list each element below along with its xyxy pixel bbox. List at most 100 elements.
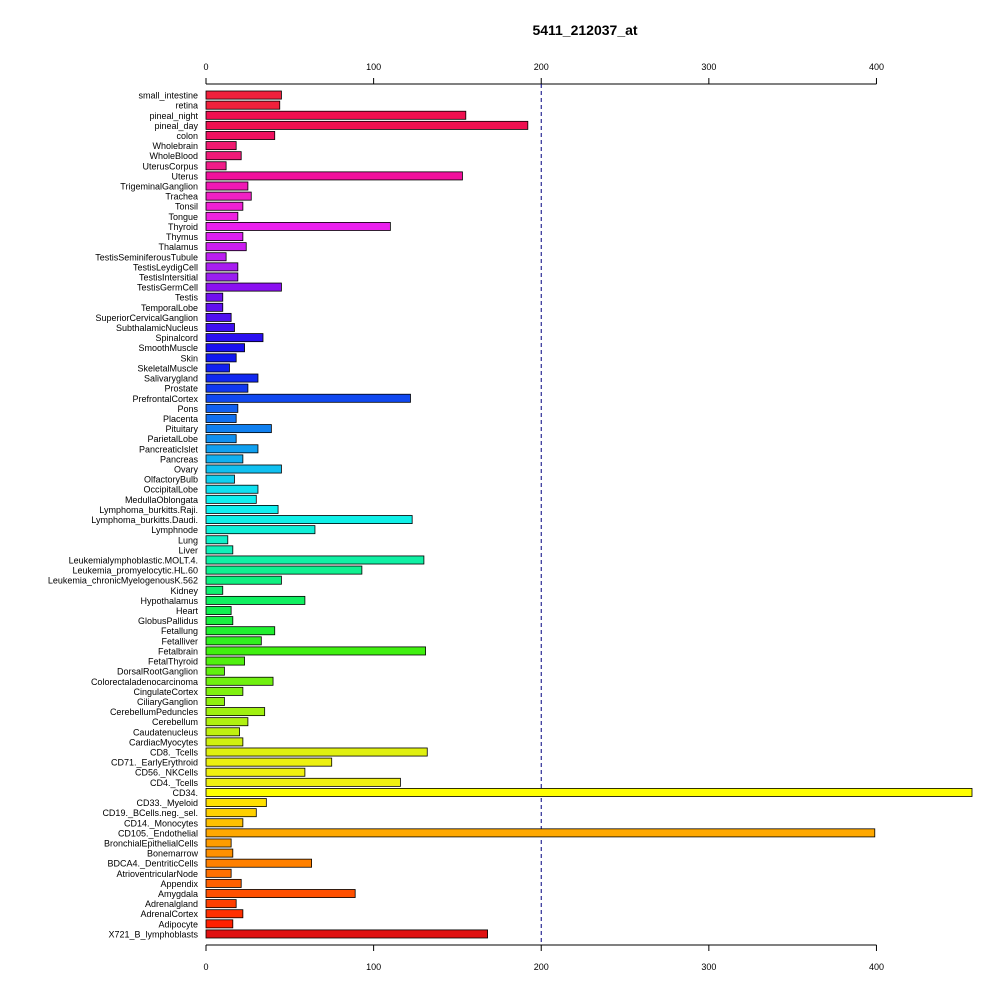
category-label: Lymphoma_burkitts.Raji. — [99, 505, 198, 515]
category-label: Tonsil — [175, 202, 198, 212]
category-label: Lymphnode — [151, 525, 198, 535]
category-label: TestisIntersitial — [139, 272, 198, 282]
bar — [205, 424, 272, 434]
category-label: CingulateCortex — [133, 687, 198, 697]
bar — [205, 110, 467, 120]
bar — [205, 191, 252, 201]
category-label: WholeBlood — [149, 151, 198, 161]
category-label: Leukemia_promyelocytic.HL.60 — [72, 566, 198, 576]
category-label: CD33._Myeloid — [136, 798, 198, 808]
bar — [205, 575, 282, 585]
bar — [205, 929, 488, 939]
category-label: TrigeminalGanglion — [120, 182, 198, 192]
bar — [205, 494, 257, 504]
category-label: CardiacMyocytes — [129, 737, 199, 747]
bar — [205, 343, 245, 353]
category-label: CiliaryGanglion — [137, 697, 198, 707]
bar — [205, 222, 391, 231]
bar — [205, 676, 274, 686]
bar — [205, 151, 242, 161]
bar — [205, 707, 266, 717]
bottom-tick-label: 200 — [534, 962, 549, 972]
category-label: Fetalliver — [161, 636, 198, 646]
bar — [205, 757, 333, 767]
category-label: CD4._Tcells — [150, 778, 199, 788]
bar — [205, 747, 428, 757]
bar — [205, 434, 237, 444]
category-label: Spinalcord — [155, 333, 198, 343]
category-label: Appendix — [160, 879, 198, 889]
category-label: CD56._NKCells — [135, 768, 199, 778]
bottom-tick-label: 100 — [366, 962, 381, 972]
bar — [205, 181, 249, 191]
bar — [205, 545, 234, 555]
category-label: SubthalamicNucleus — [116, 323, 199, 333]
category-label: Prostate — [164, 384, 198, 394]
category-label: OccipitalLobe — [143, 485, 198, 495]
bar — [205, 161, 227, 171]
bar — [205, 919, 234, 929]
category-label: PancreaticIslet — [139, 444, 199, 454]
bar — [205, 697, 225, 706]
category-label: Adrenalgland — [145, 899, 198, 909]
bar — [205, 535, 229, 545]
bar — [205, 272, 239, 282]
category-label: Testis — [175, 293, 199, 303]
bar — [205, 100, 281, 110]
category-label: Placenta — [163, 414, 198, 424]
bar — [205, 505, 279, 514]
category-label: Pons — [177, 404, 198, 414]
category-label: UterusCorpus — [142, 161, 198, 171]
category-label: Skin — [180, 353, 198, 363]
category-label: DorsalRootGanglion — [117, 667, 198, 677]
bar — [205, 899, 237, 909]
bar — [205, 282, 282, 292]
category-label: CD8._Tcells — [150, 748, 199, 758]
category-label: Pituitary — [165, 424, 198, 434]
category-label: TestisLeydigCell — [133, 262, 198, 272]
category-label: colon — [176, 131, 198, 141]
category-label: Kidney — [170, 586, 198, 596]
category-label: TestisGermCell — [137, 283, 198, 293]
category-label: Adipocyte — [158, 919, 198, 929]
bar — [205, 555, 425, 565]
category-label: CD71._EarlyErythroid — [111, 758, 198, 768]
bar — [205, 565, 363, 575]
bar — [205, 838, 232, 848]
bar — [205, 90, 282, 100]
category-label: FetalThyroid — [148, 657, 198, 667]
bottom-tick-label: 400 — [869, 962, 884, 972]
chart-title: 5411_212037_at — [532, 22, 637, 38]
bar — [205, 242, 247, 252]
category-label: Fetallung — [161, 626, 198, 636]
category-label: GlobusPallidus — [138, 616, 199, 626]
category-labels: small_intestineretinapineal_nightpineal_… — [48, 91, 199, 940]
bar — [205, 788, 973, 797]
bar — [205, 474, 235, 484]
bar — [205, 646, 426, 656]
bar — [205, 656, 245, 666]
bars — [205, 90, 973, 939]
category-label: Caudatenucleus — [133, 727, 199, 737]
bar — [205, 171, 463, 181]
category-label: Lymphoma_burkitts.Daudi. — [91, 515, 198, 525]
category-label: AtrioventricularNode — [116, 869, 198, 879]
category-label: Uterus — [171, 171, 198, 181]
bottom-tick-label: 300 — [701, 962, 716, 972]
bar — [205, 777, 401, 787]
bar — [205, 211, 239, 221]
bar — [205, 484, 259, 494]
bar — [205, 454, 244, 464]
category-label: X721_B_lymphoblasts — [108, 929, 198, 939]
bar — [205, 373, 259, 383]
category-label: CerebellumPeduncles — [110, 707, 199, 717]
bar — [205, 403, 239, 413]
category-label: Pancreas — [160, 454, 199, 464]
bar — [205, 292, 224, 302]
bar — [205, 616, 234, 626]
bar — [205, 120, 529, 130]
bar — [205, 201, 244, 211]
category-label: SkeletalMuscle — [137, 363, 198, 373]
bar — [205, 818, 244, 828]
bar — [205, 767, 306, 777]
